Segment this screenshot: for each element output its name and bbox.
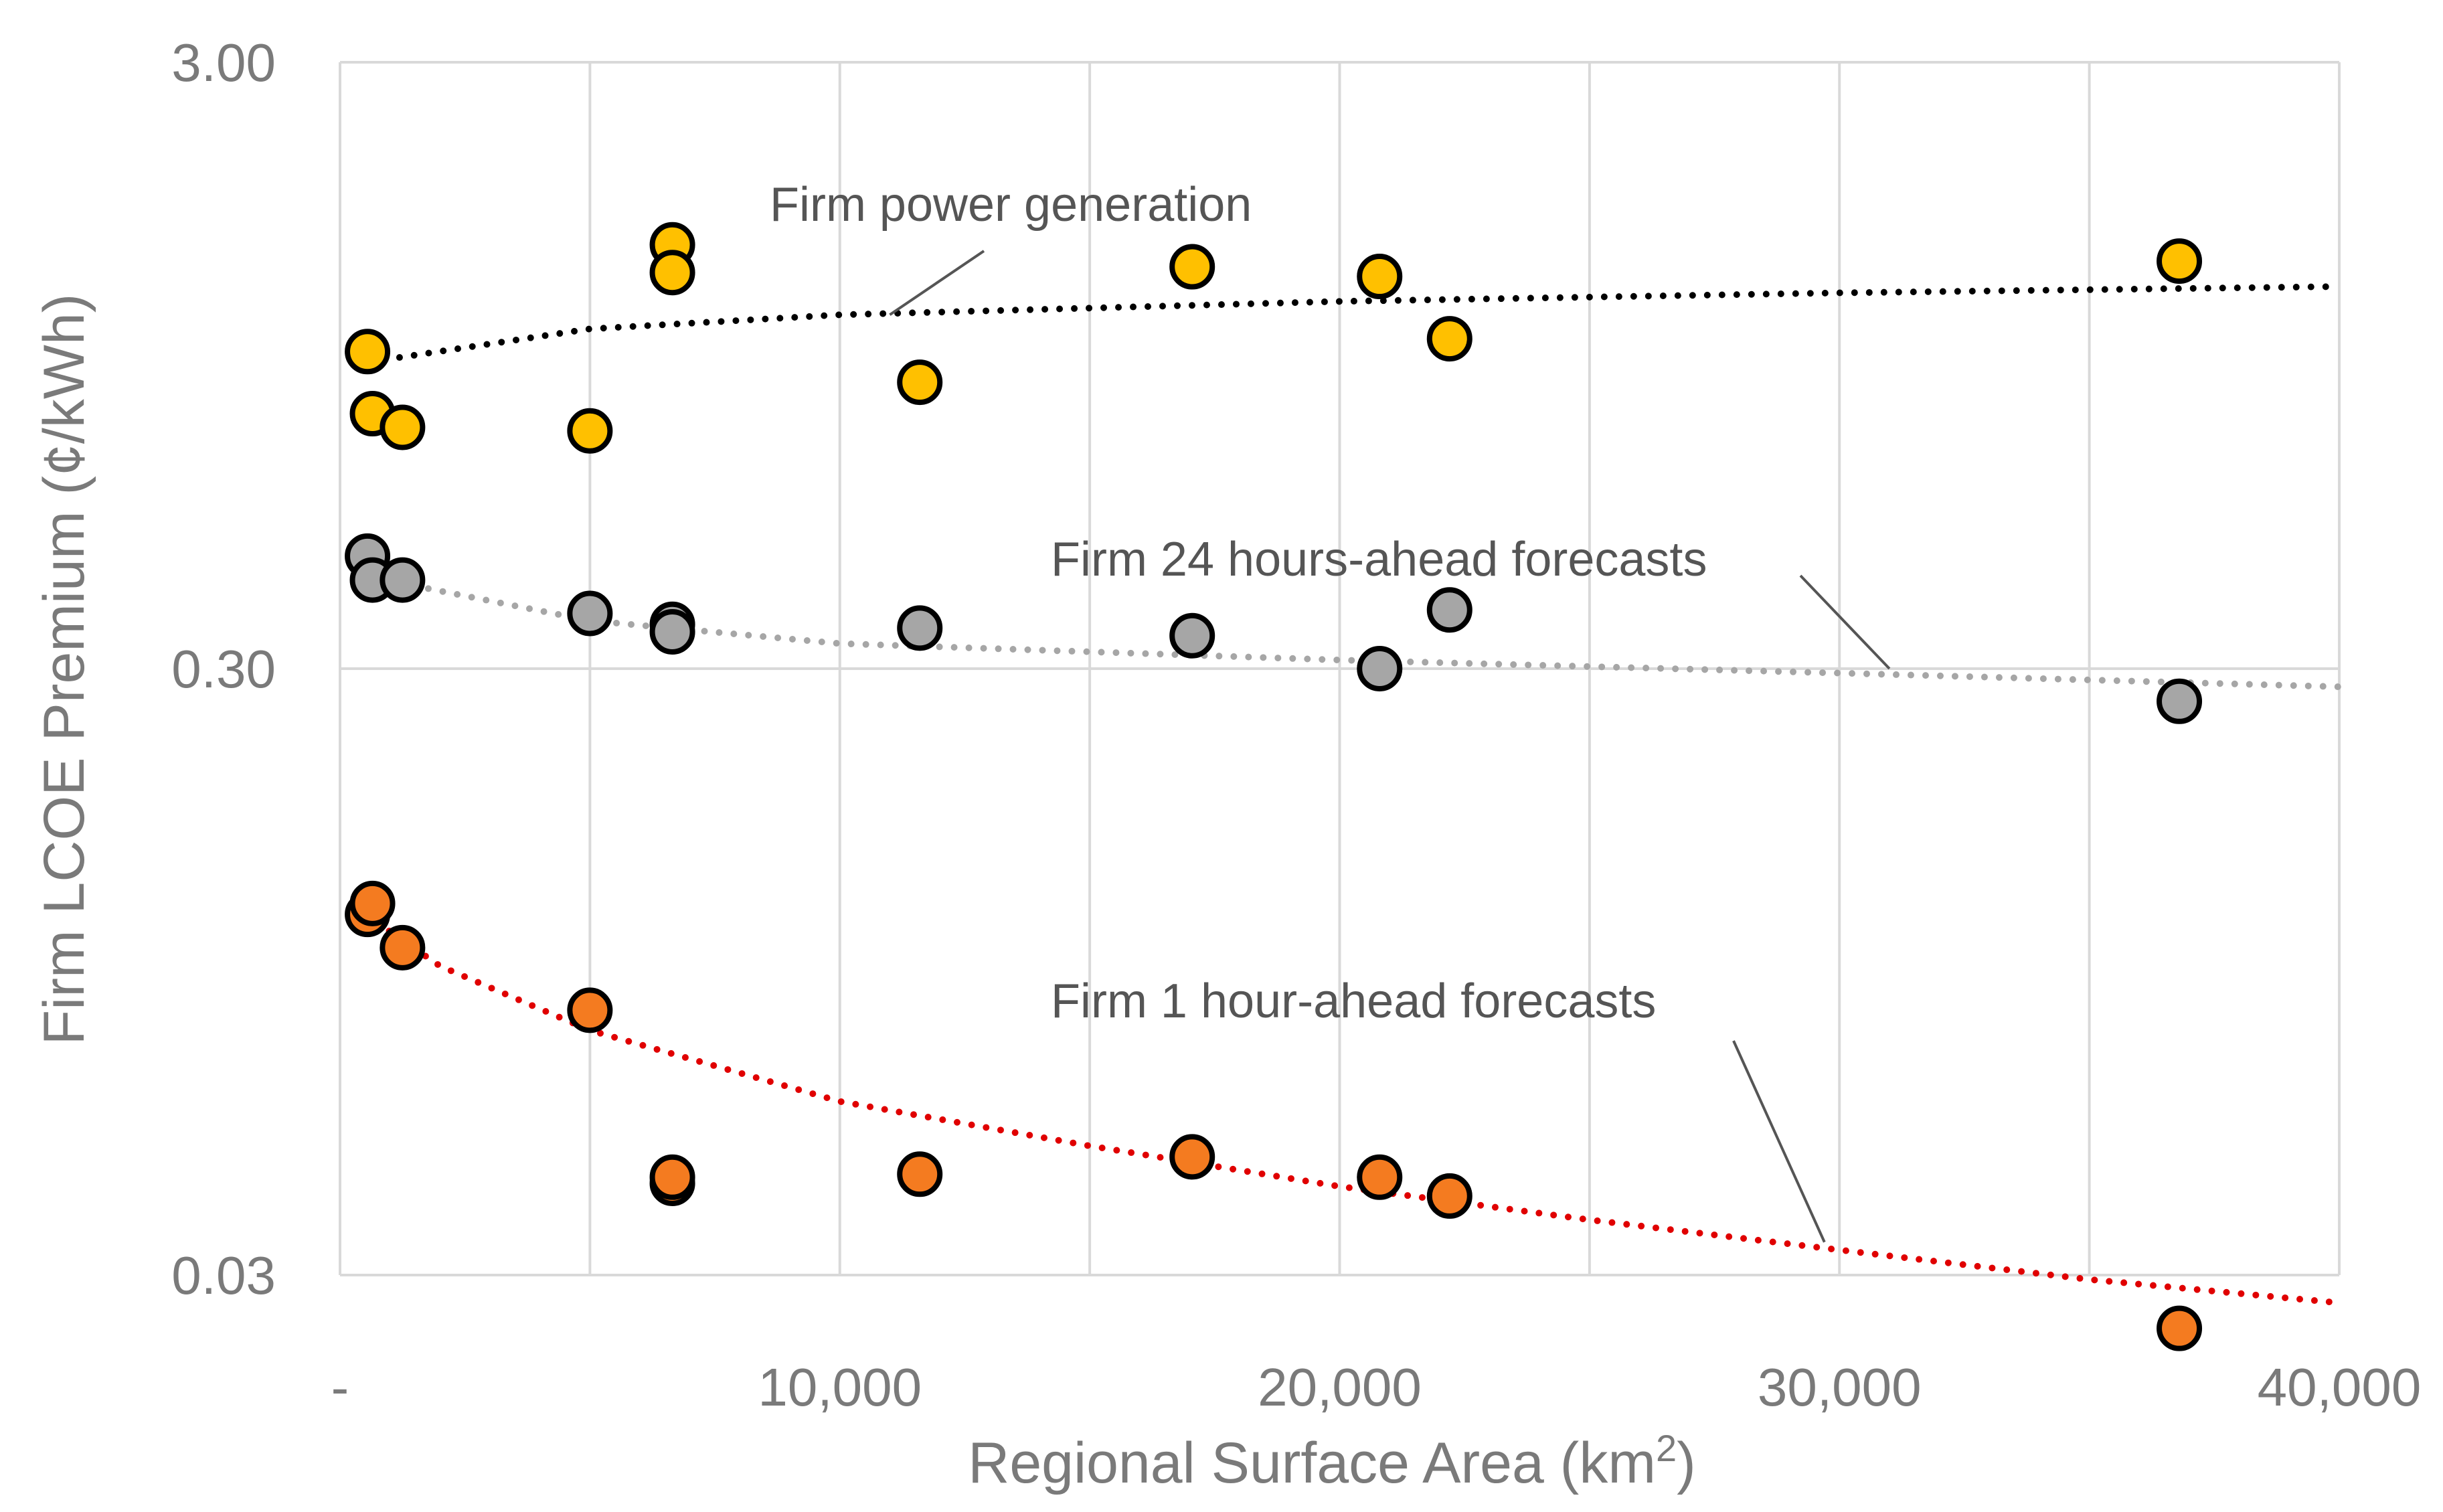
- data-point-series-2: [2157, 678, 2203, 724]
- data-point-series-3: [1426, 1173, 1472, 1219]
- data-point-series-3: [380, 924, 426, 971]
- data-point-series-1: [1169, 244, 1215, 290]
- trendline-1: [382, 283, 2343, 363]
- data-point-series-2: [1426, 587, 1472, 633]
- y-tick-label: 3.00: [171, 33, 276, 92]
- data-point-series-2: [897, 605, 943, 651]
- data-point-series-1: [2157, 238, 2203, 284]
- data-point-series-2: [1357, 646, 1403, 691]
- trendline-3: [361, 911, 2343, 1307]
- annotation-label: Firm 1 hour-ahead forecasts: [1051, 975, 1656, 1028]
- x-tick-label: 20,000: [1258, 1357, 1422, 1417]
- data-point-series-2: [380, 557, 426, 603]
- x-tick-label: -: [331, 1357, 349, 1417]
- data-point-series-3: [567, 987, 613, 1033]
- data-point-series-2: [567, 590, 613, 637]
- data-point-series-3: [897, 1151, 943, 1197]
- data-point-series-1: [567, 408, 613, 454]
- annotation-label: Firm power generation: [770, 178, 1252, 232]
- x-axis-title: Regional Surface Area (km2): [968, 1427, 1696, 1495]
- y-axis-title: Firm LCOE Premium (¢/kWh): [32, 294, 96, 1045]
- annotations: Firm power generation Firm 24 hours-ahead…: [770, 178, 1891, 1243]
- gridlines: [340, 61, 2341, 1275]
- trendlines: [361, 283, 2343, 1307]
- data-point-series-1: [1426, 316, 1472, 362]
- x-tick-label: 30,000: [1758, 1357, 1922, 1417]
- data-point-series-3: [649, 1154, 695, 1200]
- annotation-leader: [1732, 1040, 1826, 1243]
- x-tick-label: 10,000: [758, 1357, 922, 1417]
- axes: [339, 62, 2339, 1276]
- data-point-series-1: [1357, 254, 1403, 300]
- y-tick-label: 0.30: [171, 639, 276, 699]
- data-point-series-1: [380, 404, 426, 450]
- trendline-2: [382, 576, 2343, 691]
- data-point-series-3: [349, 880, 396, 926]
- annotation-label: Firm 24 hours-ahead forecasts: [1051, 533, 1707, 586]
- data-point-series-3: [1169, 1134, 1215, 1180]
- data-point-series-3: [1357, 1154, 1403, 1200]
- data-point-series-3: [2157, 1305, 2203, 1351]
- tick-labels: - 10,000 20,000 30,000 40,000 0.03 0.30 3.00: [171, 33, 2421, 1417]
- annotation-leader: [1799, 574, 1891, 670]
- data-point-series-1: [649, 250, 695, 296]
- y-tick-label: 0.03: [171, 1246, 276, 1305]
- annotation-leader: [889, 250, 985, 316]
- data-point-series-1: [345, 329, 391, 375]
- data-point-series-2: [649, 609, 695, 655]
- data-point-series-2: [1169, 612, 1215, 659]
- x-tick-label: 40,000: [2258, 1357, 2422, 1417]
- data-point-series-1: [897, 359, 943, 406]
- data-points: [345, 222, 2203, 1351]
